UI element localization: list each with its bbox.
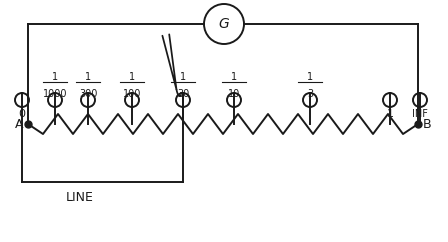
Text: B: B xyxy=(423,118,431,130)
Text: 1: 1 xyxy=(85,72,91,82)
Text: G: G xyxy=(219,17,229,31)
Text: LINE: LINE xyxy=(66,191,94,204)
Text: 1000: 1000 xyxy=(43,89,67,99)
Text: 1: 1 xyxy=(52,72,58,82)
Text: 300: 300 xyxy=(79,89,97,99)
Text: 3: 3 xyxy=(307,89,313,99)
Text: 1: 1 xyxy=(180,72,186,82)
Text: 1: 1 xyxy=(387,109,393,119)
Text: 10: 10 xyxy=(228,89,240,99)
Text: 100: 100 xyxy=(123,89,141,99)
Text: 0: 0 xyxy=(18,109,26,119)
Text: A: A xyxy=(14,118,23,130)
Text: INF: INF xyxy=(412,109,428,119)
Text: 1: 1 xyxy=(307,72,313,82)
Text: 1: 1 xyxy=(231,72,237,82)
Text: 30: 30 xyxy=(177,89,189,99)
Text: 1: 1 xyxy=(129,72,135,82)
